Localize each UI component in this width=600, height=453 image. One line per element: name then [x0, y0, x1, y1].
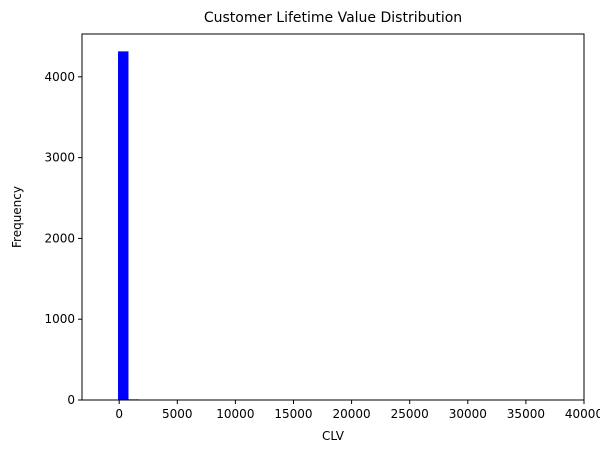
x-tick-label: 5000: [162, 407, 193, 421]
x-tick-label: 15000: [274, 407, 312, 421]
x-tick-label: 40000: [565, 407, 600, 421]
x-tick-label: 10000: [216, 407, 254, 421]
histogram-bars: [118, 51, 160, 401]
x-axis: 0 5000 10000 15000 20000 25000 30000 35000 40000: [115, 400, 600, 421]
y-axis-label: Frequency: [10, 186, 24, 248]
x-axis-label: CLV: [322, 429, 345, 443]
x-tick-label: 0: [115, 407, 123, 421]
histogram-bar-0: [118, 51, 129, 401]
x-tick-label: 20000: [332, 407, 370, 421]
y-axis: 0 1000 2000 3000 4000: [44, 70, 82, 407]
x-tick-label: 30000: [449, 407, 487, 421]
chart-title: Customer Lifetime Value Distribution: [204, 10, 462, 26]
y-tick-label: 0: [67, 393, 75, 407]
y-tick-label: 1000: [44, 312, 75, 326]
y-tick-label: 2000: [44, 231, 75, 245]
plot-frame: [81, 33, 585, 401]
y-tick-label: 3000: [44, 151, 75, 165]
x-tick-label: 25000: [391, 407, 429, 421]
x-tick-label: 35000: [507, 407, 545, 421]
y-tick-label: 4000: [44, 70, 75, 84]
